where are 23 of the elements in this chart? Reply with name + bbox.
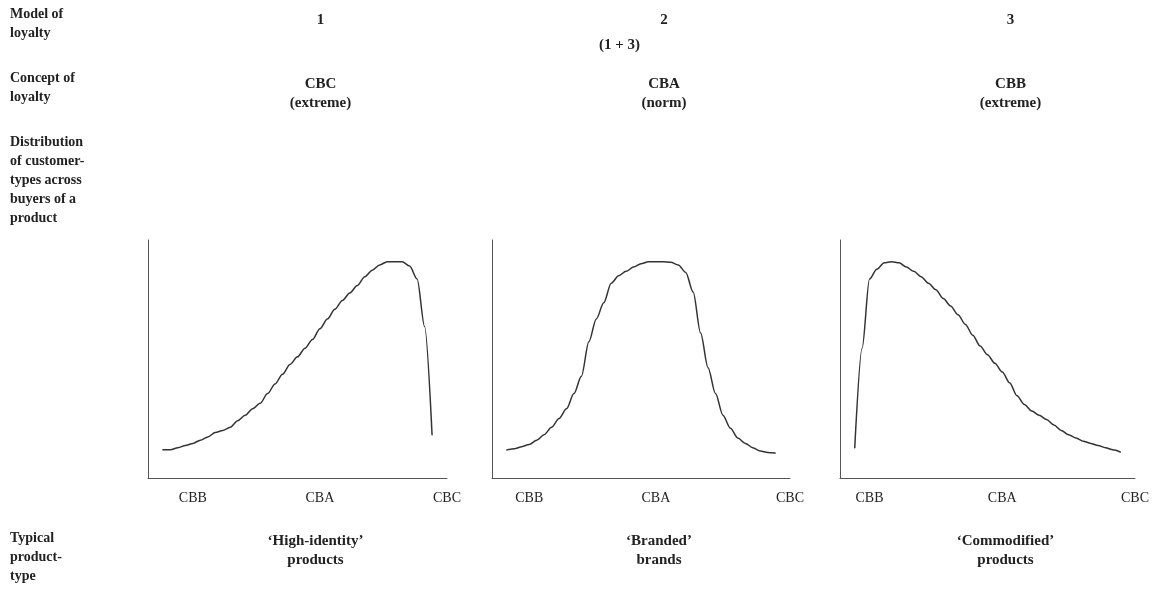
chart-title: 2 — [660, 10, 668, 27]
x-tick-label: CBA — [641, 489, 672, 505]
text: Model of loyalty — [10, 5, 64, 42]
text: Distribution of customer- types across buyers of a product — [10, 133, 85, 227]
x-axis-title: ‘High-identity’ products — [267, 531, 364, 567]
x-tick-label: CBC — [1120, 489, 1150, 505]
chart-subtitle: CBA (norm) — [641, 74, 687, 111]
x-tick-label: CBC — [432, 489, 462, 505]
x-tick-label: CBC — [775, 489, 805, 505]
chart-subtitle: CBB (extreme) — [979, 74, 1042, 111]
text: Typical product- type — [10, 529, 62, 585]
x-tick-label: CBB — [515, 489, 544, 505]
chart-title: 1 — [316, 10, 325, 27]
text: (1 + 3) — [599, 35, 641, 53]
x-tick-label: CBA — [305, 489, 336, 505]
x-axis-title: ‘Branded’ brands — [626, 531, 692, 567]
chart-subtitle: CBC (extreme) — [289, 74, 352, 111]
x-tick-label: CBB — [178, 489, 207, 505]
text: Concept of loyalty — [10, 69, 75, 106]
x-tick-label: CBB — [855, 489, 884, 505]
x-axis-title: ‘Commodified’ products — [956, 531, 1055, 567]
x-tick-label: CBA — [987, 489, 1018, 505]
chart-title: 3 — [1006, 10, 1015, 27]
